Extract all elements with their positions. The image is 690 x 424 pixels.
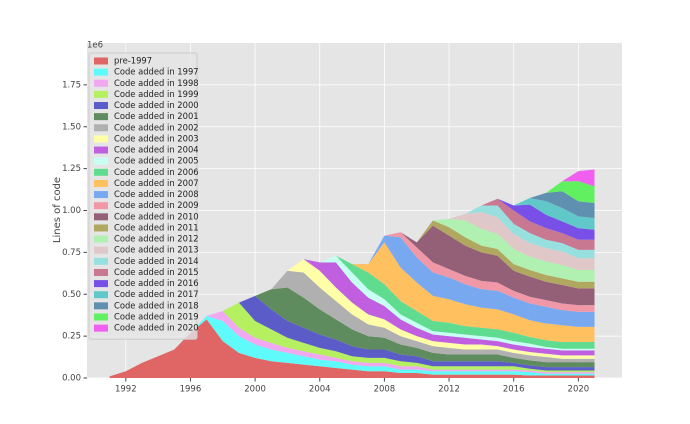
legend-label: Code added in 2004 [114, 145, 199, 155]
legend-swatch [94, 102, 108, 110]
legend-label: Code added in 2005 [114, 156, 199, 166]
x-tick-label: 1992 [115, 385, 137, 395]
area [109, 235, 595, 377]
y-tick-label: 0.25 [62, 332, 81, 342]
legend-swatch [94, 224, 108, 232]
legend-swatch [94, 202, 108, 210]
x-tick-label: 1996 [180, 385, 202, 395]
legend-swatch [94, 235, 108, 243]
legend-swatch [94, 313, 108, 321]
legend-swatch [94, 324, 108, 332]
area [109, 311, 595, 377]
area [109, 225, 595, 377]
legend-label: Code added in 2020 [114, 323, 199, 333]
area [109, 295, 595, 377]
x-tick-label: 2008 [374, 385, 396, 395]
legend-swatch [94, 213, 108, 221]
legend-label: Code added in 2008 [114, 189, 199, 199]
legend-label: Code added in 2018 [114, 300, 199, 310]
x-tick-label: 2016 [503, 385, 525, 395]
y-tick-label: 1.50 [62, 122, 81, 132]
legend-swatch [94, 257, 108, 265]
legend-label: Code added in 1997 [114, 67, 199, 77]
legend-label: Code added in 2009 [114, 200, 199, 210]
legend-label: Code added in 2010 [114, 211, 199, 221]
legend-label: Code added in 2000 [114, 100, 199, 110]
legend-swatch [94, 302, 108, 310]
y-tick-label: 1.75 [62, 80, 81, 90]
legend-label: Code added in 2001 [114, 111, 199, 121]
legend-label: Code added in 2003 [114, 133, 199, 143]
legend-swatch [94, 291, 108, 299]
legend-swatch [94, 90, 108, 98]
legend-swatch [94, 246, 108, 254]
legend-swatch [94, 179, 108, 187]
y-tick-label: 0.50 [62, 290, 81, 300]
y-axis-label: Lines of code [52, 177, 63, 243]
legend-swatch [94, 79, 108, 87]
y-tick-label: 1.25 [62, 164, 81, 174]
x-tick-label: 2004 [309, 385, 331, 395]
y-offset-label: 1e6 [87, 41, 103, 51]
legend-label: Code added in 2016 [114, 278, 199, 288]
legend-swatch [94, 191, 108, 199]
legend-swatch [94, 113, 108, 121]
legend-swatch [94, 280, 108, 288]
legend-label: Code added in 2006 [114, 167, 199, 177]
legend-label: pre-1997 [114, 56, 152, 66]
legend-swatch [94, 68, 108, 76]
y-tick-label: 0.00 [62, 374, 81, 384]
legend-label: Code added in 2014 [114, 256, 199, 266]
area [109, 198, 595, 377]
y-tick-label: 1.00 [62, 206, 81, 216]
area [109, 255, 595, 377]
area [109, 259, 595, 377]
legend-label: Code added in 2002 [114, 122, 199, 132]
legend-swatch [94, 268, 108, 276]
x-tick-label: 2000 [244, 385, 266, 395]
legend-swatch [94, 57, 108, 65]
legend-swatch [94, 135, 108, 143]
legend-label: Code added in 2013 [114, 245, 199, 255]
legend-swatch [94, 157, 108, 165]
x-tick-label: 2020 [568, 385, 590, 395]
area [109, 270, 595, 377]
legend-box [88, 52, 198, 340]
legend-label: Code added in 2012 [114, 234, 199, 244]
legend-label: Code added in 2011 [114, 222, 199, 232]
y-tick-label: 0.75 [62, 248, 81, 258]
legend-swatch [94, 124, 108, 132]
area [109, 287, 595, 377]
area [109, 319, 595, 378]
legend-label: Code added in 1999 [114, 89, 199, 99]
legend-swatch [94, 168, 108, 176]
legend-label: Code added in 1998 [114, 78, 199, 88]
legend-label: Code added in 2017 [114, 289, 199, 299]
legend-label: Code added in 2015 [114, 267, 199, 277]
area [109, 316, 595, 377]
legend-swatch [94, 146, 108, 154]
x-tick-label: 2012 [438, 385, 460, 395]
legend-label: Code added in 2019 [114, 311, 199, 321]
area [109, 259, 595, 377]
legend-label: Code added in 2007 [114, 178, 199, 188]
